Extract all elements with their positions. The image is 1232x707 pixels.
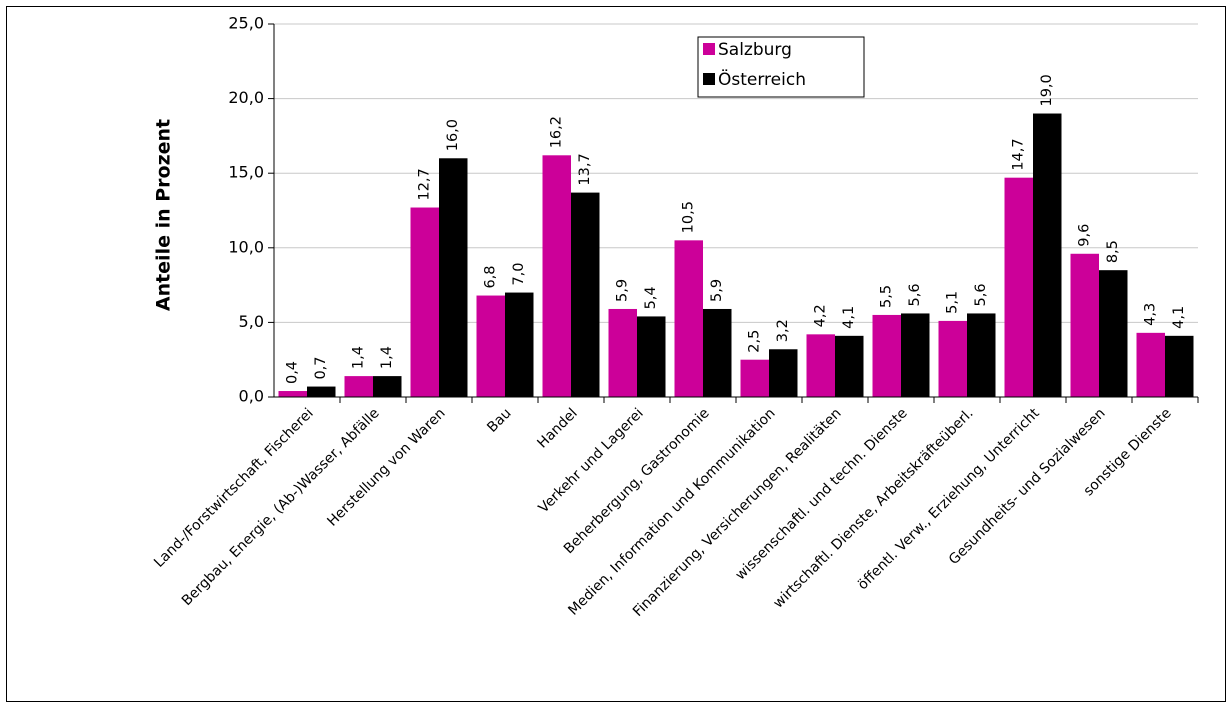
data-label-oesterreich: 7,0 — [511, 262, 527, 285]
data-label-oesterreich: 0,7 — [313, 356, 329, 379]
legend-label-oesterreich: Österreich — [718, 68, 806, 90]
data-label-salzburg: 10,5 — [681, 201, 697, 233]
bar-oesterreich — [967, 313, 996, 397]
data-label-salzburg: 4,3 — [1143, 303, 1159, 326]
bar-salzburg — [344, 376, 373, 397]
legend: Salzburg Österreich — [697, 36, 865, 98]
data-label-oesterreich: 3,2 — [775, 319, 791, 342]
data-label-salzburg: 12,7 — [417, 168, 433, 200]
legend-label-salzburg: Salzburg — [718, 40, 792, 60]
bar-salzburg — [872, 314, 901, 397]
bar-salzburg — [1136, 332, 1165, 397]
axes — [268, 23, 1199, 403]
bar-salzburg — [542, 155, 571, 397]
y-tick-label: 10,0 — [228, 237, 264, 256]
data-label-salzburg: 5,9 — [615, 279, 631, 302]
data-label-oesterreich: 13,7 — [577, 153, 593, 185]
data-label-oesterreich: 16,0 — [445, 119, 461, 151]
bar-oesterreich — [571, 192, 600, 397]
data-label-salzburg: 16,2 — [549, 116, 565, 148]
bars — [278, 113, 1194, 398]
data-label-salzburg: 14,7 — [1011, 138, 1027, 170]
data-label-oesterreich: 5,6 — [973, 283, 989, 306]
data-label-oesterreich: 4,1 — [841, 306, 857, 329]
data-label-salzburg: 2,5 — [747, 330, 763, 353]
bar-salzburg — [674, 240, 703, 397]
bar-oesterreich — [703, 308, 732, 397]
y-tick-labels: 0,0 5,0 10,0 15,0 20,0 25,0 — [228, 14, 264, 406]
data-label-oesterreich: 1,4 — [379, 346, 395, 369]
data-label-salzburg: 9,6 — [1077, 224, 1093, 247]
bar-salzburg — [806, 334, 835, 397]
data-label-oesterreich: 19,0 — [1039, 74, 1055, 106]
legend-swatch-salzburg — [703, 43, 715, 55]
bar-salzburg — [938, 320, 967, 397]
category-labels: Land-/Forstwirtschaft, FischereiBergbau,… — [151, 405, 1174, 620]
data-label-salzburg: 1,4 — [351, 346, 367, 369]
y-axis-title: Anteile in Prozent — [153, 119, 175, 311]
bar-salzburg — [608, 308, 637, 397]
data-label-oesterreich: 5,4 — [643, 286, 659, 309]
bar-oesterreich — [505, 292, 534, 397]
category-label: Beherbergung, Gastronomie — [561, 405, 713, 557]
bar-salzburg — [740, 359, 769, 397]
bar-oesterreich — [769, 349, 798, 397]
bar-salzburg — [410, 207, 439, 397]
bar-oesterreich — [1033, 113, 1062, 398]
bar-oesterreich — [835, 335, 864, 397]
data-label-oesterreich: 4,1 — [1171, 306, 1187, 329]
data-label-salzburg: 6,8 — [483, 265, 499, 288]
y-tick-label: 15,0 — [228, 163, 264, 182]
category-label: Handel — [534, 405, 580, 451]
bar-oesterreich — [637, 316, 666, 397]
data-label-oesterreich: 5,9 — [709, 279, 725, 302]
data-label-oesterreich: 8,5 — [1105, 240, 1121, 263]
data-labels: 0,4 0,7 1,4 1,4 12,7 16,0 6,8 7,0 16,2 13,7 5,9 5,4… — [285, 74, 1188, 384]
bar-oesterreich — [1099, 270, 1128, 397]
bar-salzburg — [278, 391, 307, 397]
y-tick-label: 20,0 — [228, 88, 264, 107]
bar-oesterreich — [439, 158, 468, 397]
legend-box — [697, 36, 865, 98]
y-tick-label: 0,0 — [239, 387, 264, 406]
bar-oesterreich — [307, 386, 336, 397]
legend-swatch-oesterreich — [703, 73, 715, 85]
data-label-salzburg: 4,2 — [813, 304, 829, 327]
data-label-salzburg: 0,4 — [285, 361, 301, 384]
data-label-salzburg: 5,5 — [879, 285, 895, 308]
y-tick-label: 5,0 — [239, 312, 264, 331]
bar-salzburg — [1070, 253, 1099, 397]
data-label-salzburg: 5,1 — [945, 291, 961, 314]
category-label: Herstellung von Waren — [324, 405, 448, 529]
y-tick-label: 25,0 — [228, 14, 264, 33]
data-label-oesterreich: 5,6 — [907, 283, 923, 306]
bar-oesterreich — [1165, 335, 1194, 397]
bar-oesterreich — [901, 313, 930, 397]
bar-salzburg — [476, 295, 505, 397]
bar-salzburg — [1004, 177, 1033, 397]
category-label: Bau — [484, 405, 514, 435]
bar-oesterreich — [373, 376, 402, 397]
